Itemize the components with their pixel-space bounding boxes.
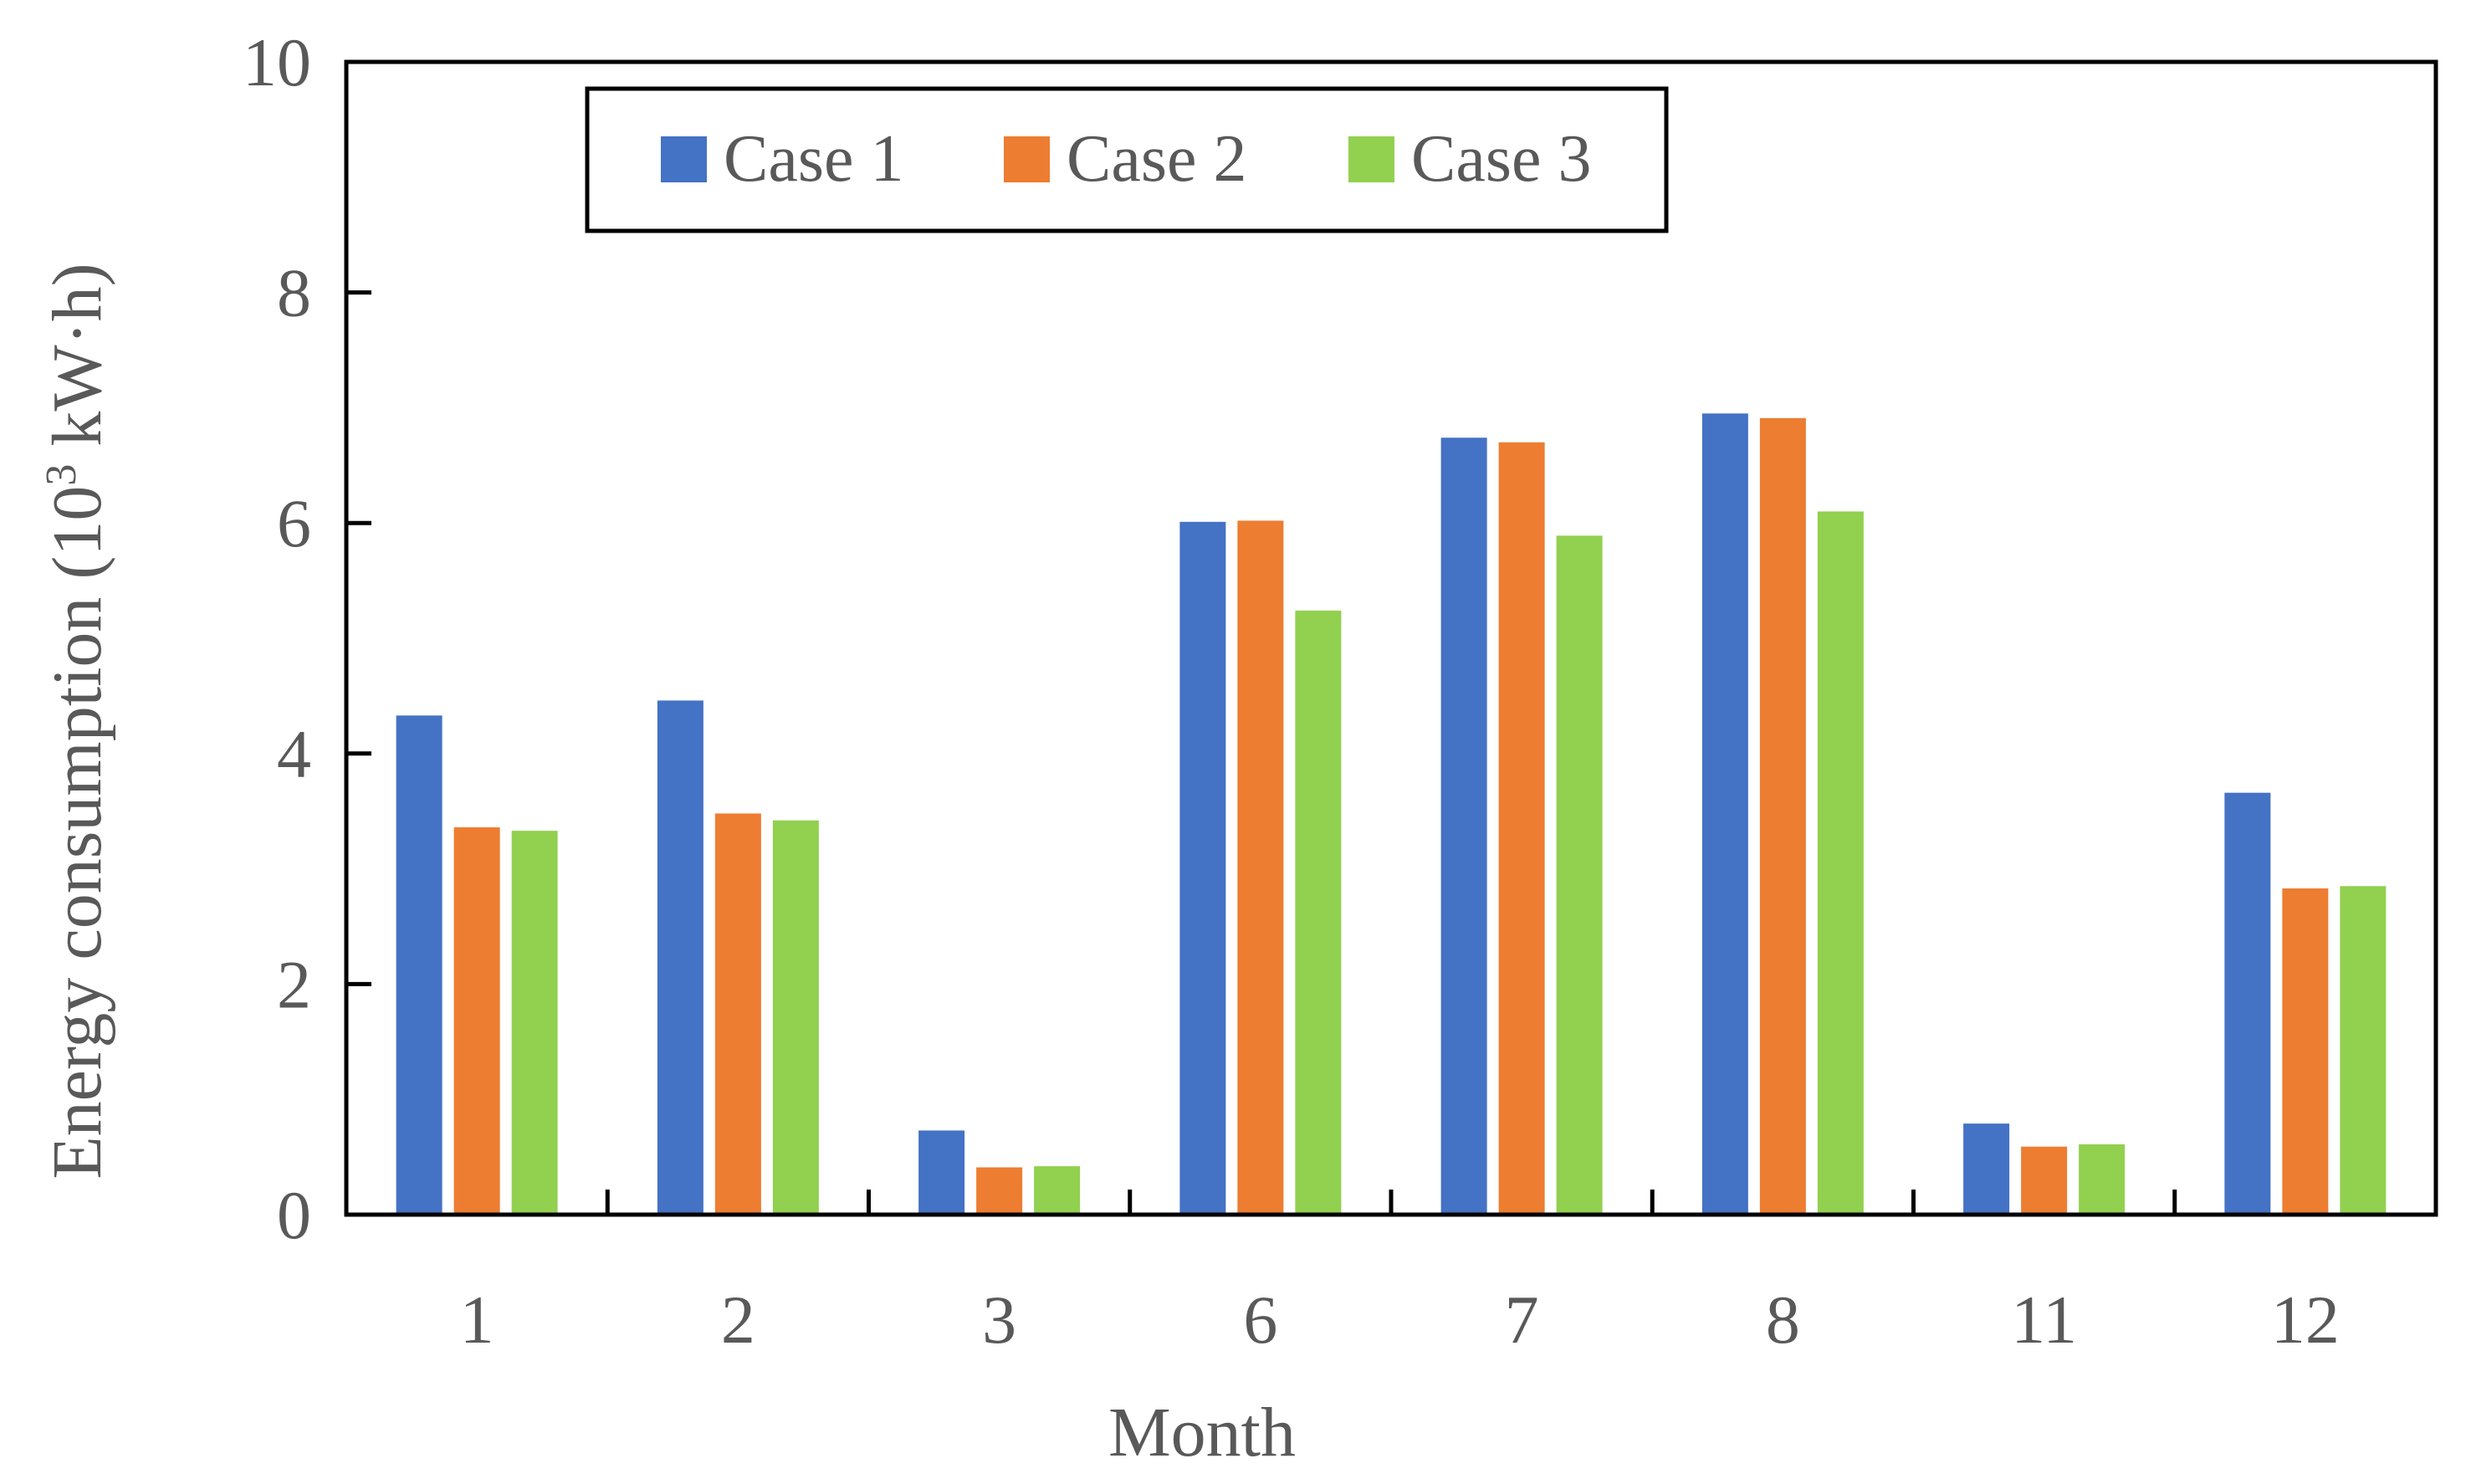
bar-case-2-month-8 (1759, 417, 1806, 1215)
bar-case-1-month-11 (1963, 1123, 2010, 1215)
bar-case-3-month-7 (1556, 535, 1603, 1215)
y-tick-label: 8 (277, 255, 311, 331)
bar-case-1-month-6 (1179, 521, 1226, 1215)
y-axis-title-superscript: 3 (38, 464, 85, 486)
legend-label: Case 2 (1067, 122, 1247, 196)
legend-swatch-case-2 (1004, 136, 1050, 182)
bar-case-2-month-6 (1237, 520, 1284, 1215)
plot-area-frame (344, 59, 2438, 1217)
x-axis-title: Month (1108, 1394, 1296, 1471)
x-axis-ticks: 1 2 3 6 7 8 11 12 (460, 1190, 2340, 1358)
x-tick-label: 2 (721, 1282, 755, 1358)
y-axis-title-suffix: kW·h) (38, 263, 116, 463)
y-tick-label: 0 (277, 1177, 311, 1253)
y-tick-label: 4 (277, 716, 311, 792)
bar-case-2-month-2 (714, 813, 761, 1215)
y-tick-label: 2 (277, 946, 311, 1022)
bar-case-1-month-2 (657, 700, 703, 1215)
legend-swatch-case-3 (1348, 136, 1394, 182)
bar-series (396, 413, 2387, 1215)
bar-case-1-month-3 (918, 1130, 965, 1215)
bar-case-3-month-6 (1295, 610, 1342, 1215)
legend: Case 1 Case 2 Case 3 (585, 86, 1669, 233)
x-tick-label: 12 (2271, 1282, 2340, 1358)
y-tick-label: 6 (277, 485, 311, 561)
x-tick-label: 3 (982, 1282, 1016, 1358)
legend-box (585, 86, 1669, 233)
x-tick-label: 7 (1505, 1282, 1539, 1358)
bar-case-1-month-8 (1701, 413, 1748, 1215)
bar-case-2-month-11 (2021, 1146, 2068, 1215)
x-tick-label: 11 (2011, 1282, 2077, 1358)
bar-case-2-month-12 (2282, 888, 2329, 1215)
bar-case-3-month-1 (511, 831, 558, 1215)
bar-case-1-month-1 (396, 715, 443, 1215)
y-axis-title-prefix: Energy consumption (10 (38, 486, 116, 1180)
bar-case-3-month-8 (1817, 511, 1864, 1215)
bar-case-3-month-12 (2340, 886, 2387, 1215)
bar-case-3-month-3 (1034, 1166, 1081, 1215)
bar-case-2-month-3 (976, 1167, 1023, 1215)
bar-case-1-month-12 (2224, 792, 2271, 1215)
x-tick-label: 6 (1243, 1282, 1277, 1358)
legend-label: Case 1 (724, 122, 904, 196)
bar-case-1-month-7 (1440, 438, 1487, 1215)
legend-swatch-case-1 (661, 136, 707, 182)
x-tick-label: 1 (460, 1282, 494, 1358)
x-tick-label: 8 (1766, 1282, 1800, 1358)
bar-case-2-month-7 (1498, 442, 1545, 1215)
y-tick-label: 10 (243, 24, 311, 100)
y-axis-title: Energy consumption (103 kW·h) (38, 263, 116, 1179)
bar-case-3-month-2 (772, 820, 819, 1215)
bar-case-3-month-11 (2079, 1144, 2126, 1215)
bar-case-2-month-1 (453, 826, 500, 1215)
y-axis-ticks: 0 2 4 6 8 10 (243, 24, 371, 1253)
legend-label: Case 3 (1411, 122, 1592, 196)
